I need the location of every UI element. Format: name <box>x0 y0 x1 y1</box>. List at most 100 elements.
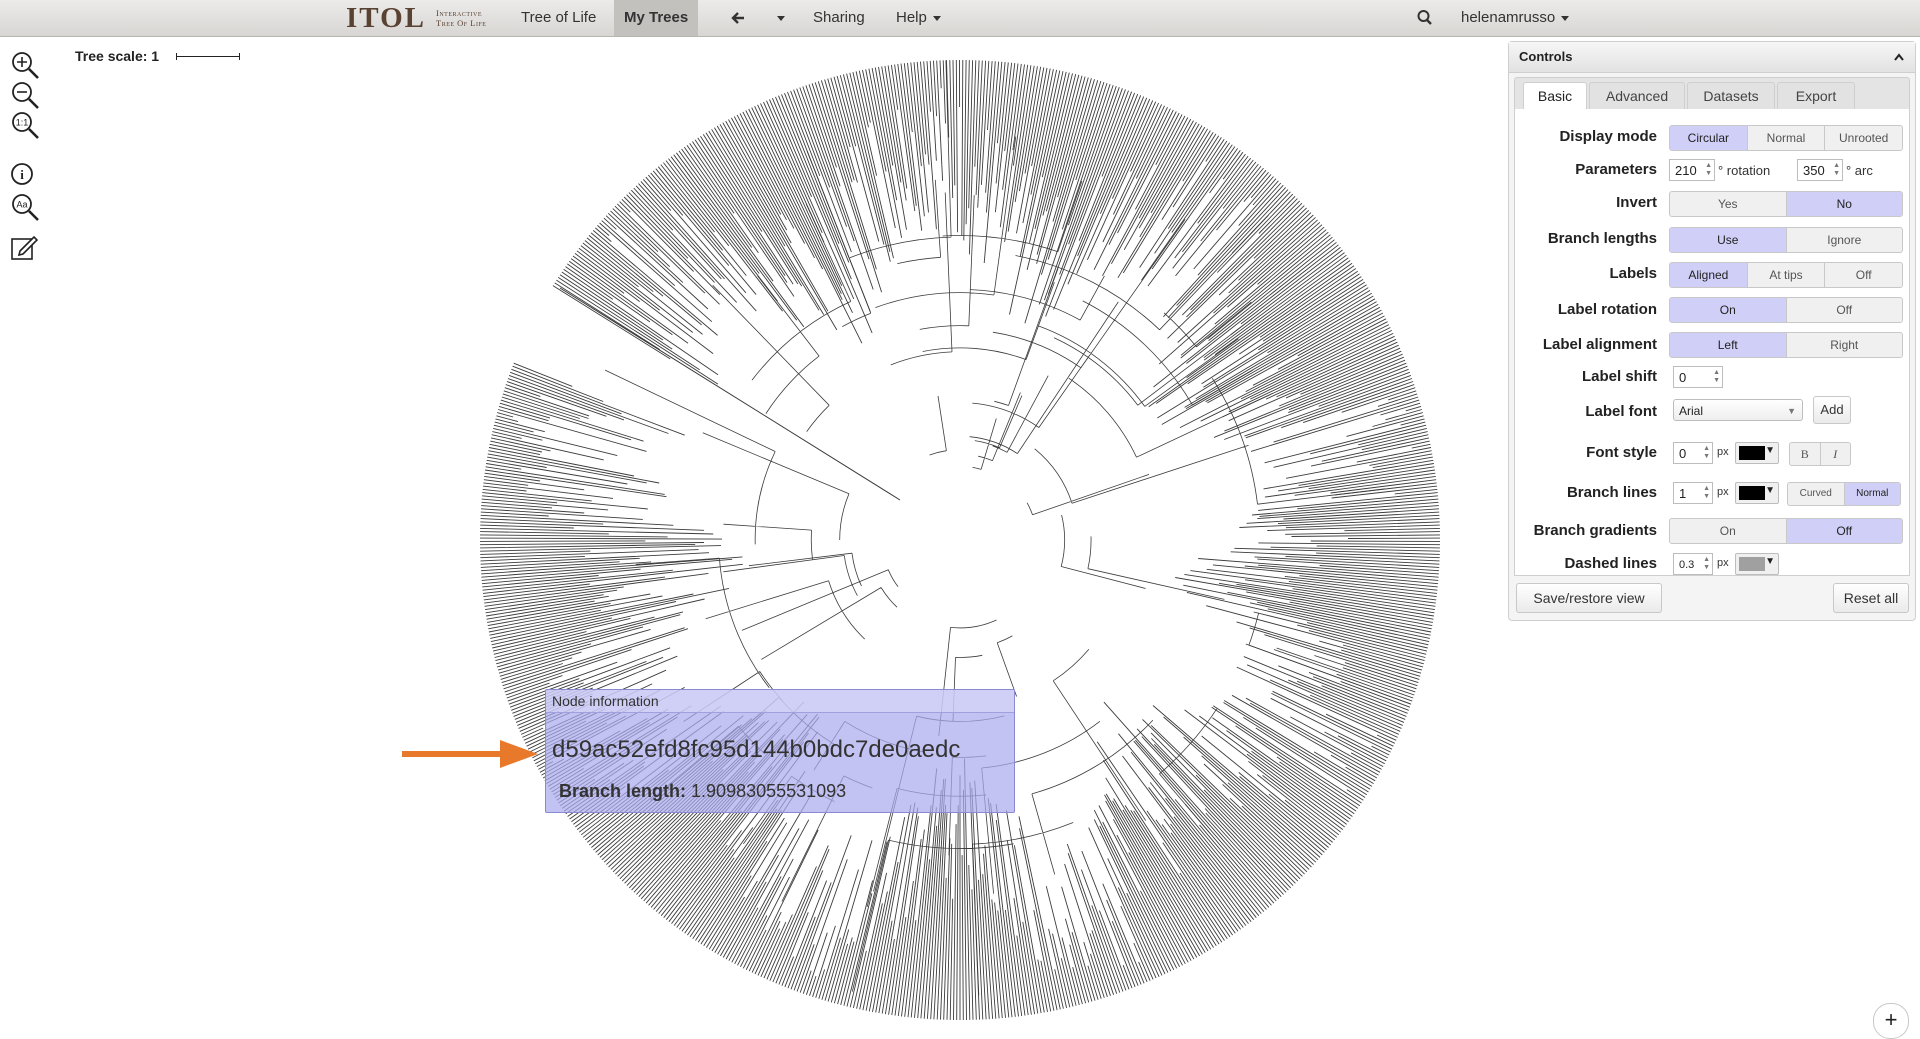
bold-button[interactable]: B <box>1800 447 1809 461</box>
invert-no[interactable]: No <box>1785 192 1902 216</box>
dashed-color-picker[interactable]: ▼ <box>1735 553 1779 575</box>
dashed-width-input[interactable]: 0.3 ▲ ▼ <box>1673 553 1713 575</box>
tab-export[interactable]: Export <box>1777 82 1855 109</box>
zoom-in-icon[interactable] <box>10 50 39 79</box>
arc-input[interactable]: 350 ▲ ▼ <box>1797 159 1843 181</box>
node-info-title: Node information <box>546 690 1014 713</box>
dashed-color-swatch <box>1739 557 1765 571</box>
zoom-out-icon[interactable] <box>10 80 39 109</box>
branch-gradients-toggle: On Off <box>1669 518 1903 544</box>
add-font-button[interactable]: Add <box>1813 396 1851 424</box>
branch-lengths-ignore[interactable]: Ignore <box>1785 228 1903 252</box>
label-alignment-toggle: Left Right <box>1669 332 1903 358</box>
label-alignment-left[interactable]: Left <box>1670 333 1786 357</box>
branch-gradients-on[interactable]: On <box>1719 524 1736 538</box>
display-mode-unrooted[interactable]: Unrooted <box>1824 126 1902 150</box>
branch-width-input[interactable]: 1 ▲ ▼ <box>1673 482 1713 504</box>
stepper-icon: ▲ ▼ <box>1703 445 1710 460</box>
display-mode-normal[interactable]: Normal <box>1746 126 1825 150</box>
controls-header[interactable]: Controls <box>1509 42 1915 73</box>
node-id: d59ac52efd8fc95d144b0bdc7de0aedc <box>552 736 961 763</box>
labels-off[interactable]: Off <box>1824 263 1902 287</box>
logo-text: ITOL <box>346 1 427 34</box>
tab-basic[interactable]: Basic <box>1523 82 1587 109</box>
pointer-arrow <box>402 740 538 768</box>
svg-text:i: i <box>20 167 24 182</box>
stepper-icon: ▲ ▼ <box>1713 369 1720 384</box>
info-icon[interactable]: i <box>10 162 38 190</box>
chevron-down-icon: ▼ <box>1787 406 1796 416</box>
text-search-icon[interactable]: Aa <box>10 192 39 221</box>
labels-at-tips[interactable]: At tips <box>1746 263 1825 287</box>
tree-branches <box>479 59 1441 1021</box>
search-icon[interactable] <box>1406 0 1452 36</box>
back-arrow-icon[interactable] <box>718 0 764 36</box>
label-rotation-off[interactable]: Off <box>1785 298 1903 322</box>
branch-style-curved[interactable]: Curved <box>1799 488 1832 499</box>
chevron-down-icon: ▼ <box>1765 485 1775 496</box>
logo-subtitle: Interactive Tree Of Life <box>436 8 487 28</box>
font-size-unit: px <box>1717 446 1729 458</box>
nav-tree-of-life[interactable]: Tree of Life <box>521 9 597 26</box>
invert-toggle: Yes No <box>1669 191 1903 217</box>
display-mode-label: Display mode <box>1559 128 1657 145</box>
history-dropdown-icon[interactable] <box>765 0 795 36</box>
node-information-popup[interactable]: Node information d59ac52efd8fc95d144b0bd… <box>545 689 1015 813</box>
tab-advanced[interactable]: Advanced <box>1589 82 1685 109</box>
invert-yes[interactable]: Yes <box>1717 197 1738 211</box>
branch-gradients-label: Branch gradients <box>1533 522 1657 539</box>
top-nav-bar: ITOL Interactive Tree Of Life Tree of Lif… <box>0 0 1920 37</box>
edit-icon[interactable] <box>10 233 39 261</box>
labels-label: Labels <box>1609 265 1657 282</box>
controls-panel: Controls Basic Advanced Datasets Export … <box>1508 41 1916 621</box>
invert-label: Invert <box>1616 194 1657 211</box>
arc-unit: ° arc <box>1846 163 1873 178</box>
itol-logo[interactable]: ITOL Interactive Tree Of Life <box>346 1 487 34</box>
nav-sharing[interactable]: Sharing <box>813 9 865 26</box>
plus-icon[interactable]: + <box>1873 1003 1909 1039</box>
label-alignment-label: Label alignment <box>1542 336 1657 353</box>
label-alignment-right[interactable]: Right <box>1785 333 1903 357</box>
branch-lengths-toggle: Use Ignore <box>1669 227 1903 253</box>
branch-length-value: 1.90983055531093 <box>691 781 847 801</box>
svg-text:1:1: 1:1 <box>16 118 29 128</box>
user-menu[interactable]: helenamrusso <box>1451 0 1579 36</box>
branch-style-normal[interactable]: Normal <box>1843 483 1900 505</box>
stepper-icon: ▲ ▼ <box>1833 162 1840 177</box>
parameters-label: Parameters <box>1575 161 1657 178</box>
label-rotation-on[interactable]: On <box>1670 298 1786 322</box>
stepper-icon: ▲ ▼ <box>1703 485 1710 500</box>
branch-length-label: Branch length: <box>559 781 687 801</box>
basic-settings-pane: Display mode Circular Normal Unrooted Pa… <box>1514 109 1910 576</box>
branch-lengths-use[interactable]: Use <box>1670 228 1786 252</box>
label-shift-input[interactable]: 0 ▲ ▼ <box>1673 366 1723 388</box>
display-mode-circular[interactable]: Circular <box>1670 126 1747 150</box>
font-size-input[interactable]: 0 ▲ ▼ <box>1673 442 1713 464</box>
branch-length-row: Branch length: 1.90983055531093 <box>559 781 846 802</box>
branch-color-picker[interactable]: ▼ <box>1735 482 1779 504</box>
phylogenetic-tree[interactable] <box>470 50 1450 1030</box>
label-font-select[interactable]: Arial ▼ <box>1673 399 1803 421</box>
font-style-toggle: B I <box>1789 442 1851 466</box>
font-color-picker[interactable]: ▼ <box>1735 442 1779 464</box>
font-color-swatch <box>1739 446 1765 460</box>
branch-lines-label: Branch lines <box>1566 484 1657 501</box>
nav-help[interactable]: Help <box>886 0 951 36</box>
labels-toggle: Aligned At tips Off <box>1669 262 1903 288</box>
stepper-icon: ▲ ▼ <box>1703 556 1710 571</box>
branch-width-unit: px <box>1717 486 1729 498</box>
save-restore-view-button[interactable]: Save/restore view <box>1516 583 1662 613</box>
rotation-input[interactable]: 210 ▲ ▼ <box>1669 159 1715 181</box>
branch-lengths-label: Branch lengths <box>1547 230 1657 247</box>
zoom-fit-icon[interactable]: 1:1 <box>10 110 39 139</box>
nav-my-trees[interactable]: My Trees <box>614 0 699 36</box>
tab-datasets[interactable]: Datasets <box>1687 82 1775 109</box>
branch-color-swatch <box>1739 486 1765 500</box>
label-shift-label: Label shift <box>1581 368 1657 385</box>
branch-gradients-off[interactable]: Off <box>1785 519 1902 543</box>
chevron-up-icon[interactable] <box>1893 42 1905 83</box>
controls-title: Controls <box>1519 49 1573 64</box>
italic-button[interactable]: I <box>1819 443 1851 465</box>
reset-all-button[interactable]: Reset all <box>1833 583 1909 613</box>
labels-aligned[interactable]: Aligned <box>1670 263 1747 287</box>
